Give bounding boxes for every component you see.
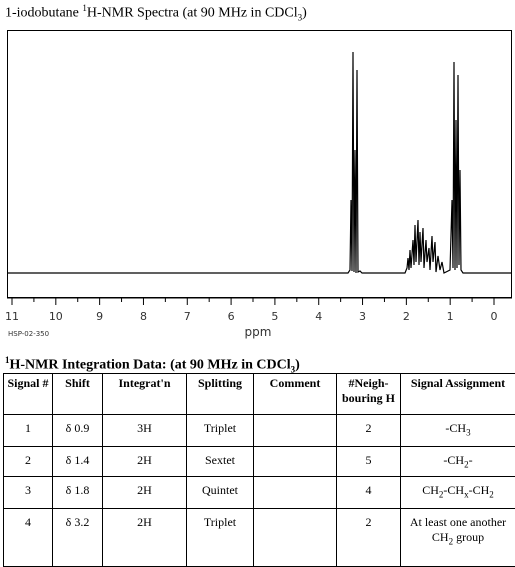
table-cell: 2H: [103, 447, 187, 477]
comment-cell: [254, 477, 337, 509]
assignment-cell: At least one another CH2 group: [401, 509, 515, 567]
x-tick-label: 2: [403, 310, 410, 323]
table-title-text: ): [295, 358, 300, 373]
header-cell: Signal Assignment: [401, 374, 515, 415]
x-tick-label: 8: [140, 310, 147, 323]
text: CH: [422, 483, 439, 497]
table-cell: δ 1.8: [53, 477, 103, 509]
table-cell: δ 3.2: [53, 509, 103, 567]
table-cell: 1: [4, 415, 53, 447]
comment-cell: [254, 447, 337, 477]
header-cell: Comment: [254, 374, 337, 415]
x-tick-label: 9: [96, 310, 103, 323]
table-cell: 2: [337, 509, 401, 567]
text: -CH: [445, 421, 466, 435]
x-tick-label: 5: [271, 310, 278, 323]
text: -CH: [443, 483, 464, 497]
x-tick-label: 10: [49, 310, 63, 323]
table-cell: 2: [337, 415, 401, 447]
x-axis-label: ppm: [245, 325, 272, 339]
text: -CH: [443, 453, 464, 467]
comment-cell: [254, 415, 337, 447]
assignment-cell: CH2-CHx-CH2: [401, 477, 515, 509]
table-cell: 4: [337, 477, 401, 509]
table-cell: δ 0.9: [53, 415, 103, 447]
comment-cell: [254, 509, 337, 567]
table-title: 1H-NMR Integration Data: (at 90 MHz in C…: [5, 355, 300, 374]
x-tick-label: 4: [315, 310, 322, 323]
table-cell: 5: [337, 447, 401, 477]
header-cell: #Neigh-bouring H: [337, 374, 401, 415]
text: group: [453, 530, 484, 544]
header-cell: Splitting: [187, 374, 254, 415]
header-cell: Shift: [53, 374, 103, 415]
assignment-cell: -CH3: [401, 415, 515, 447]
subscript: 3: [466, 427, 471, 437]
text: -CH: [469, 483, 490, 497]
table-cell: 2H: [103, 477, 187, 509]
table-cell: 2H: [103, 509, 187, 567]
table-cell: 3: [4, 477, 53, 509]
text: -: [469, 453, 473, 467]
spectrum-trace: [8, 52, 511, 273]
spectrum-code: HSP-02-350: [8, 330, 49, 338]
x-tick-label: 6: [228, 310, 235, 323]
header-cell: Integrat'n: [103, 374, 187, 415]
table-cell: Triplet: [187, 509, 254, 567]
x-tick-label: 11: [5, 310, 19, 323]
x-tick-label: 0: [491, 310, 498, 323]
x-tick-label: 7: [184, 310, 191, 323]
table-cell: Sextet: [187, 447, 254, 477]
table-cell: 3H: [103, 415, 187, 447]
table-cell: Quintet: [187, 477, 254, 509]
table-cell: δ 1.4: [53, 447, 103, 477]
table-cell: Triplet: [187, 415, 254, 447]
table-cell: 4: [4, 509, 53, 567]
assignment-cell: -CH2-: [401, 447, 515, 477]
table-title-text: H-NMR Integration Data: (at 90 MHz in CD…: [10, 358, 291, 373]
header-cell: Signal #: [4, 374, 53, 415]
subscript: 2: [489, 489, 494, 499]
table-cell: 2: [4, 447, 53, 477]
x-tick-label: 3: [359, 310, 366, 323]
x-tick-label: 1: [447, 310, 454, 323]
